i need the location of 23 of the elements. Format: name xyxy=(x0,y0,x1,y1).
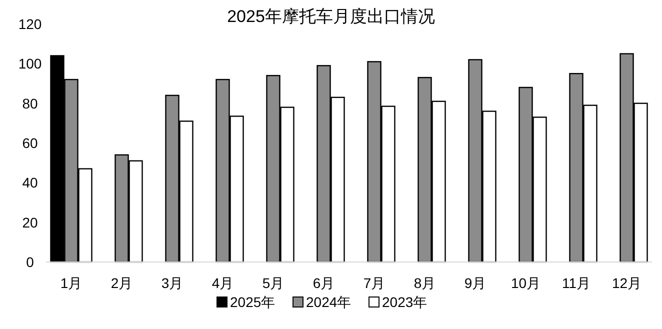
y-tick-label: 120 xyxy=(18,16,42,32)
y-tick-label: 40 xyxy=(22,174,38,191)
x-tick-label: 2月 xyxy=(110,275,133,291)
y-tick-label: 0 xyxy=(26,254,34,270)
y-tick-label: 20 xyxy=(22,214,38,230)
x-tick-label: 11月 xyxy=(562,275,591,291)
x-tick-label: 6月 xyxy=(312,275,335,291)
x-tick-label: 4月 xyxy=(212,275,234,291)
x-tick-label: 8月 xyxy=(414,275,436,291)
legend-label: 2025年 xyxy=(230,294,276,310)
legend-label: 2023年 xyxy=(382,294,428,310)
y-tick-label: 100 xyxy=(18,56,42,72)
x-tick-label: 12月 xyxy=(612,275,642,291)
x-tick-label: 3月 xyxy=(161,275,184,291)
x-tick-label: 9月 xyxy=(464,275,486,291)
x-tick-label: 5月 xyxy=(262,275,284,291)
x-tick-label: 10月 xyxy=(510,275,541,291)
chart-title: 2025年摩托车月度出口情况 xyxy=(227,7,435,26)
x-tick-label: 1月 xyxy=(60,275,82,291)
x-tick-label: 7月 xyxy=(363,275,386,291)
legend-label: 2024年 xyxy=(306,294,352,310)
y-tick-label: 60 xyxy=(22,135,38,151)
y-tick-label: 80 xyxy=(22,95,38,112)
